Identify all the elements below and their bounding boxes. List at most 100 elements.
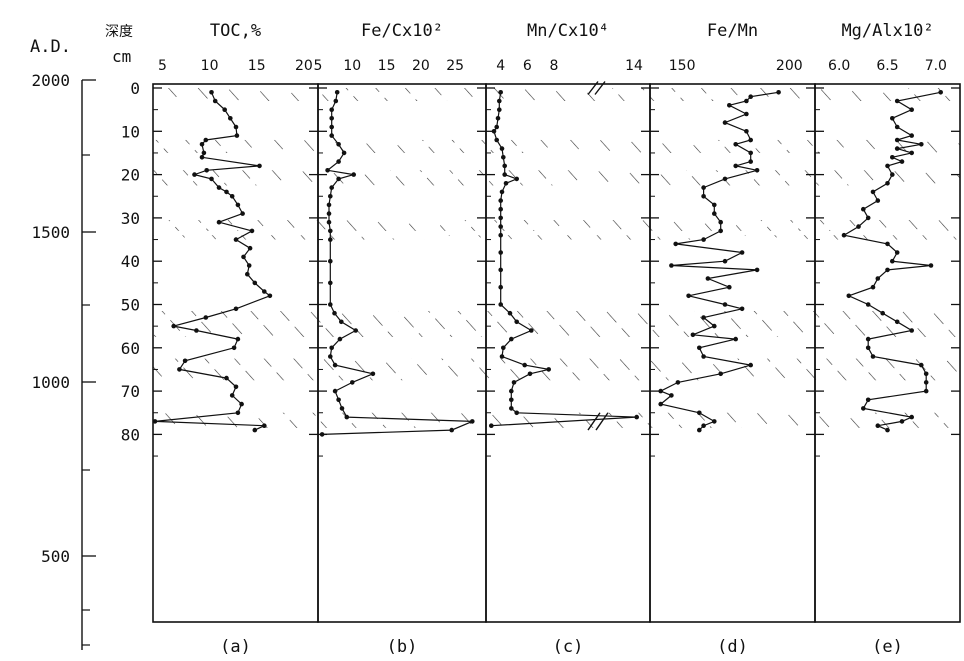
data-point: [909, 150, 914, 156]
data-point: [890, 116, 895, 121]
data-point: [222, 107, 227, 112]
data-point: [880, 310, 885, 316]
data-point: [246, 263, 252, 268]
data-point: [241, 254, 246, 260]
data-point: [923, 371, 929, 377]
data-point: [509, 406, 514, 411]
data-point: [885, 163, 890, 169]
data-point: [894, 250, 900, 255]
data-point: [754, 267, 760, 273]
data-point: [748, 137, 753, 143]
hatched-interval: [153, 139, 960, 153]
axis-layer: A.D. 2000 1500 1000 500 深度 cm 0 10 20 30 40 50 60 70 80: [30, 24, 140, 650]
data-point: [182, 358, 188, 364]
panel-title: Fe/Cx10²: [361, 21, 443, 41]
data-point: [705, 276, 711, 281]
data-point: [919, 142, 924, 147]
data-point: [204, 168, 209, 173]
depth-tick-label: 30: [121, 209, 140, 228]
age-tick-label: 500: [41, 547, 70, 566]
data-point: [885, 181, 890, 186]
data-point: [865, 302, 871, 307]
data-point: [861, 206, 866, 212]
data-point: [890, 172, 895, 177]
depth-tick-label: 70: [121, 382, 140, 401]
data-point: [744, 111, 749, 117]
data-point: [509, 388, 514, 394]
data-point: [262, 423, 267, 429]
data-point: [865, 215, 871, 221]
age-tick-label: 1000: [31, 373, 70, 392]
axis-break-mark: [587, 81, 599, 95]
x-tick-label: 6.0: [828, 58, 850, 74]
panel-caption: (b): [387, 637, 418, 657]
depth-tick-label: 0: [130, 79, 140, 98]
x-tick-label: 150: [669, 58, 696, 74]
depth-tick-label: 40: [121, 252, 140, 271]
data-point: [328, 194, 333, 199]
data-point: [899, 159, 905, 164]
x-tick-label: 15: [378, 58, 396, 74]
age-axis-label: A.D.: [30, 37, 71, 57]
data-point: [894, 137, 900, 143]
data-point: [701, 423, 706, 429]
data-point: [329, 133, 335, 138]
data-point: [199, 142, 205, 147]
data-point: [262, 289, 267, 294]
data-point: [722, 302, 728, 307]
x-tick-label: 6: [523, 58, 532, 74]
data-point: [894, 98, 900, 104]
data-point: [865, 397, 871, 403]
data-point: [233, 384, 239, 390]
panel-e: Mg/Alx10² 6.0 6.5 7.0 (e): [814, 21, 961, 657]
data-point: [928, 263, 934, 268]
data-point: [701, 194, 706, 199]
data-point: [697, 427, 702, 433]
data-point: [329, 185, 335, 190]
data-point: [527, 371, 533, 377]
data-point: [923, 388, 929, 394]
data-point: [247, 245, 253, 251]
data-point: [501, 345, 506, 351]
data-point: [701, 354, 706, 359]
age-tick-label: 2000: [31, 71, 70, 90]
data-point: [494, 124, 500, 130]
panel-b: Fe/Cx10² 5 10 15 20 25 (b): [314, 21, 487, 657]
x-tick-label: 5: [314, 58, 323, 74]
panel-title: Fe/Mn: [707, 21, 758, 41]
data-point: [332, 362, 338, 368]
data-point: [748, 159, 753, 164]
data-point: [350, 380, 355, 385]
panel-frame: [317, 83, 487, 623]
data-point: [701, 237, 706, 242]
data-point: [497, 98, 502, 104]
data-point: [319, 432, 325, 437]
data-point: [712, 419, 717, 424]
data-point: [923, 380, 929, 385]
data-point: [332, 310, 337, 316]
data-point: [326, 219, 332, 225]
x-tick-label: 10: [343, 58, 361, 74]
panel-title: Mg/Alx10²: [841, 21, 933, 41]
data-point: [201, 150, 207, 156]
data-point: [470, 419, 475, 424]
data-point: [235, 410, 241, 416]
data-point: [718, 219, 723, 225]
panel-c: Mn/Cx10⁴ 4 6 8 14 (c): [485, 21, 651, 657]
data-point: [856, 224, 861, 229]
panel-caption: (e): [872, 637, 903, 657]
data-point: [748, 362, 753, 368]
data-point: [697, 345, 702, 351]
x-tick-label: 20: [295, 58, 313, 74]
data-point: [919, 362, 924, 368]
x-tick-label: 10: [201, 58, 219, 74]
panel-a: TOC,% 5 10 15 20 (a): [152, 21, 319, 657]
data-point: [326, 202, 332, 208]
data-point: [865, 336, 871, 342]
data-point: [228, 116, 233, 121]
data-point: [177, 367, 182, 372]
data-point: [498, 267, 504, 273]
axis-break-mark: [594, 81, 606, 95]
data-point: [546, 367, 551, 372]
data-point: [229, 194, 235, 199]
